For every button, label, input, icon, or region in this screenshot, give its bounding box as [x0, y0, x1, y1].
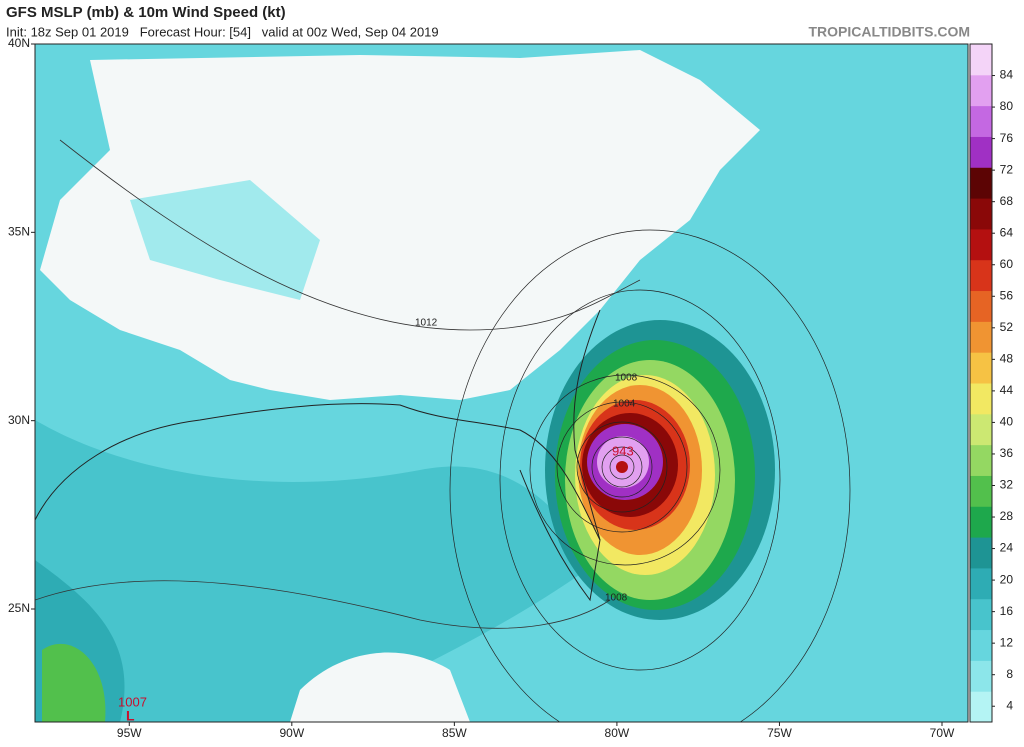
land-calm	[290, 652, 470, 722]
colorbar-label: 4	[1006, 698, 1013, 712]
colorbar-swatch	[970, 629, 992, 661]
colorbar-swatch	[970, 44, 992, 76]
colorbar-label: 64	[1000, 225, 1014, 239]
wind-zone	[42, 643, 106, 722]
colorbar-label: 36	[1000, 446, 1014, 460]
axes: 95W 90W 85W 80W 75W 70W 25N 30N 35N 40N	[8, 36, 955, 740]
y-tick-label: 25N	[8, 601, 30, 615]
coastline	[35, 403, 601, 602]
colorbar-label: 76	[1000, 131, 1014, 145]
colorbar-swatch	[970, 136, 992, 168]
colorbar-swatch	[970, 290, 992, 322]
isobar-label: 1004	[613, 399, 636, 410]
colorbar-swatch	[970, 691, 992, 723]
colorbar-label: 72	[1000, 162, 1014, 176]
colorbar-label: 24	[1000, 541, 1014, 555]
x-tick-label: 90W	[279, 726, 304, 740]
map-frame	[34, 43, 969, 723]
colorbar-swatch	[970, 475, 992, 507]
land-calm	[40, 50, 760, 400]
colorbar-label: 44	[1000, 383, 1014, 397]
colorbar-label: 28	[1000, 509, 1014, 523]
colorbar-swatch	[970, 321, 992, 353]
coastline	[573, 309, 601, 541]
colorbar-swatch	[970, 567, 992, 600]
site-credit: TROPICALTIDBITS.COM	[808, 24, 970, 40]
colorbar-label: 16	[1000, 604, 1014, 618]
y-tick-label: 40N	[8, 36, 30, 50]
colorbar-frame	[969, 43, 993, 723]
wind-zone	[130, 180, 320, 300]
isobars	[35, 139, 641, 629]
colorbar-label: 12	[1000, 635, 1014, 649]
colorbar-label: 56	[1000, 288, 1014, 302]
low-center: L	[126, 708, 135, 724]
colorbar-swatch	[970, 259, 992, 292]
isobar-label: 1012	[415, 318, 438, 329]
colorbar-label: 84	[1000, 68, 1014, 82]
x-tick-label: 80W	[605, 726, 630, 740]
low-pressure-value: 1007	[118, 694, 147, 709]
subtitle: Init: 18z Sep 01 2019 Forecast Hour: [54…	[6, 24, 439, 39]
wind-zone	[35, 420, 600, 722]
colorbar-swatch	[970, 74, 992, 107]
colorbar-swatch	[970, 444, 992, 476]
colorbar-label: 60	[1000, 257, 1014, 271]
colorbar-label: 52	[1000, 320, 1014, 334]
x-tick-label: 75W	[767, 726, 792, 740]
colorbar-label: 80	[1000, 99, 1014, 113]
map-area	[35, 44, 968, 722]
colorbar-swatch	[970, 198, 992, 230]
colorbar-label: 48	[1000, 352, 1014, 366]
colorbar-label: 8	[1006, 667, 1013, 681]
colorbar-label: 32	[1000, 478, 1014, 492]
hurricane	[449, 229, 851, 722]
isobar-label: 1008	[615, 373, 638, 384]
colorbar-swatch	[970, 167, 992, 199]
colorbar-swatch	[970, 660, 992, 692]
colorbar-swatch	[970, 598, 992, 631]
x-tick-label: 85W	[442, 726, 467, 740]
isobar-label: 1008	[605, 593, 628, 604]
colorbar-swatch	[970, 537, 992, 569]
isobar-label: 943	[612, 443, 634, 458]
colorbar-swatch	[970, 105, 992, 137]
colorbar-swatch	[970, 352, 992, 384]
colorbar-label: 20	[1000, 572, 1014, 586]
y-tick-label: 30N	[8, 413, 30, 427]
colorbar-swatch	[970, 413, 992, 446]
colorbar-label: 68	[1000, 194, 1014, 208]
colorbar-swatch	[970, 228, 992, 261]
title: GFS MSLP (mb) & 10m Wind Speed (kt)	[6, 4, 286, 21]
x-tick-label: 70W	[930, 726, 955, 740]
colorbar-label: 40	[1000, 415, 1014, 429]
colorbar-swatch	[970, 506, 992, 538]
y-tick-label: 35N	[8, 225, 30, 239]
colorbar-swatch	[970, 383, 992, 415]
x-tick-label: 95W	[117, 726, 142, 740]
